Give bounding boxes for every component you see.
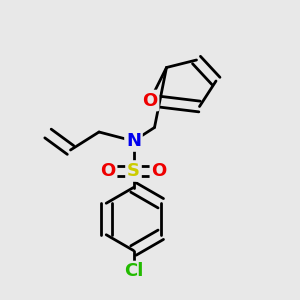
Text: N: N [126,132,141,150]
Text: O: O [100,162,116,180]
Text: O: O [142,92,158,110]
Text: O: O [152,162,166,180]
Text: S: S [127,162,140,180]
Text: Cl: Cl [124,262,143,280]
